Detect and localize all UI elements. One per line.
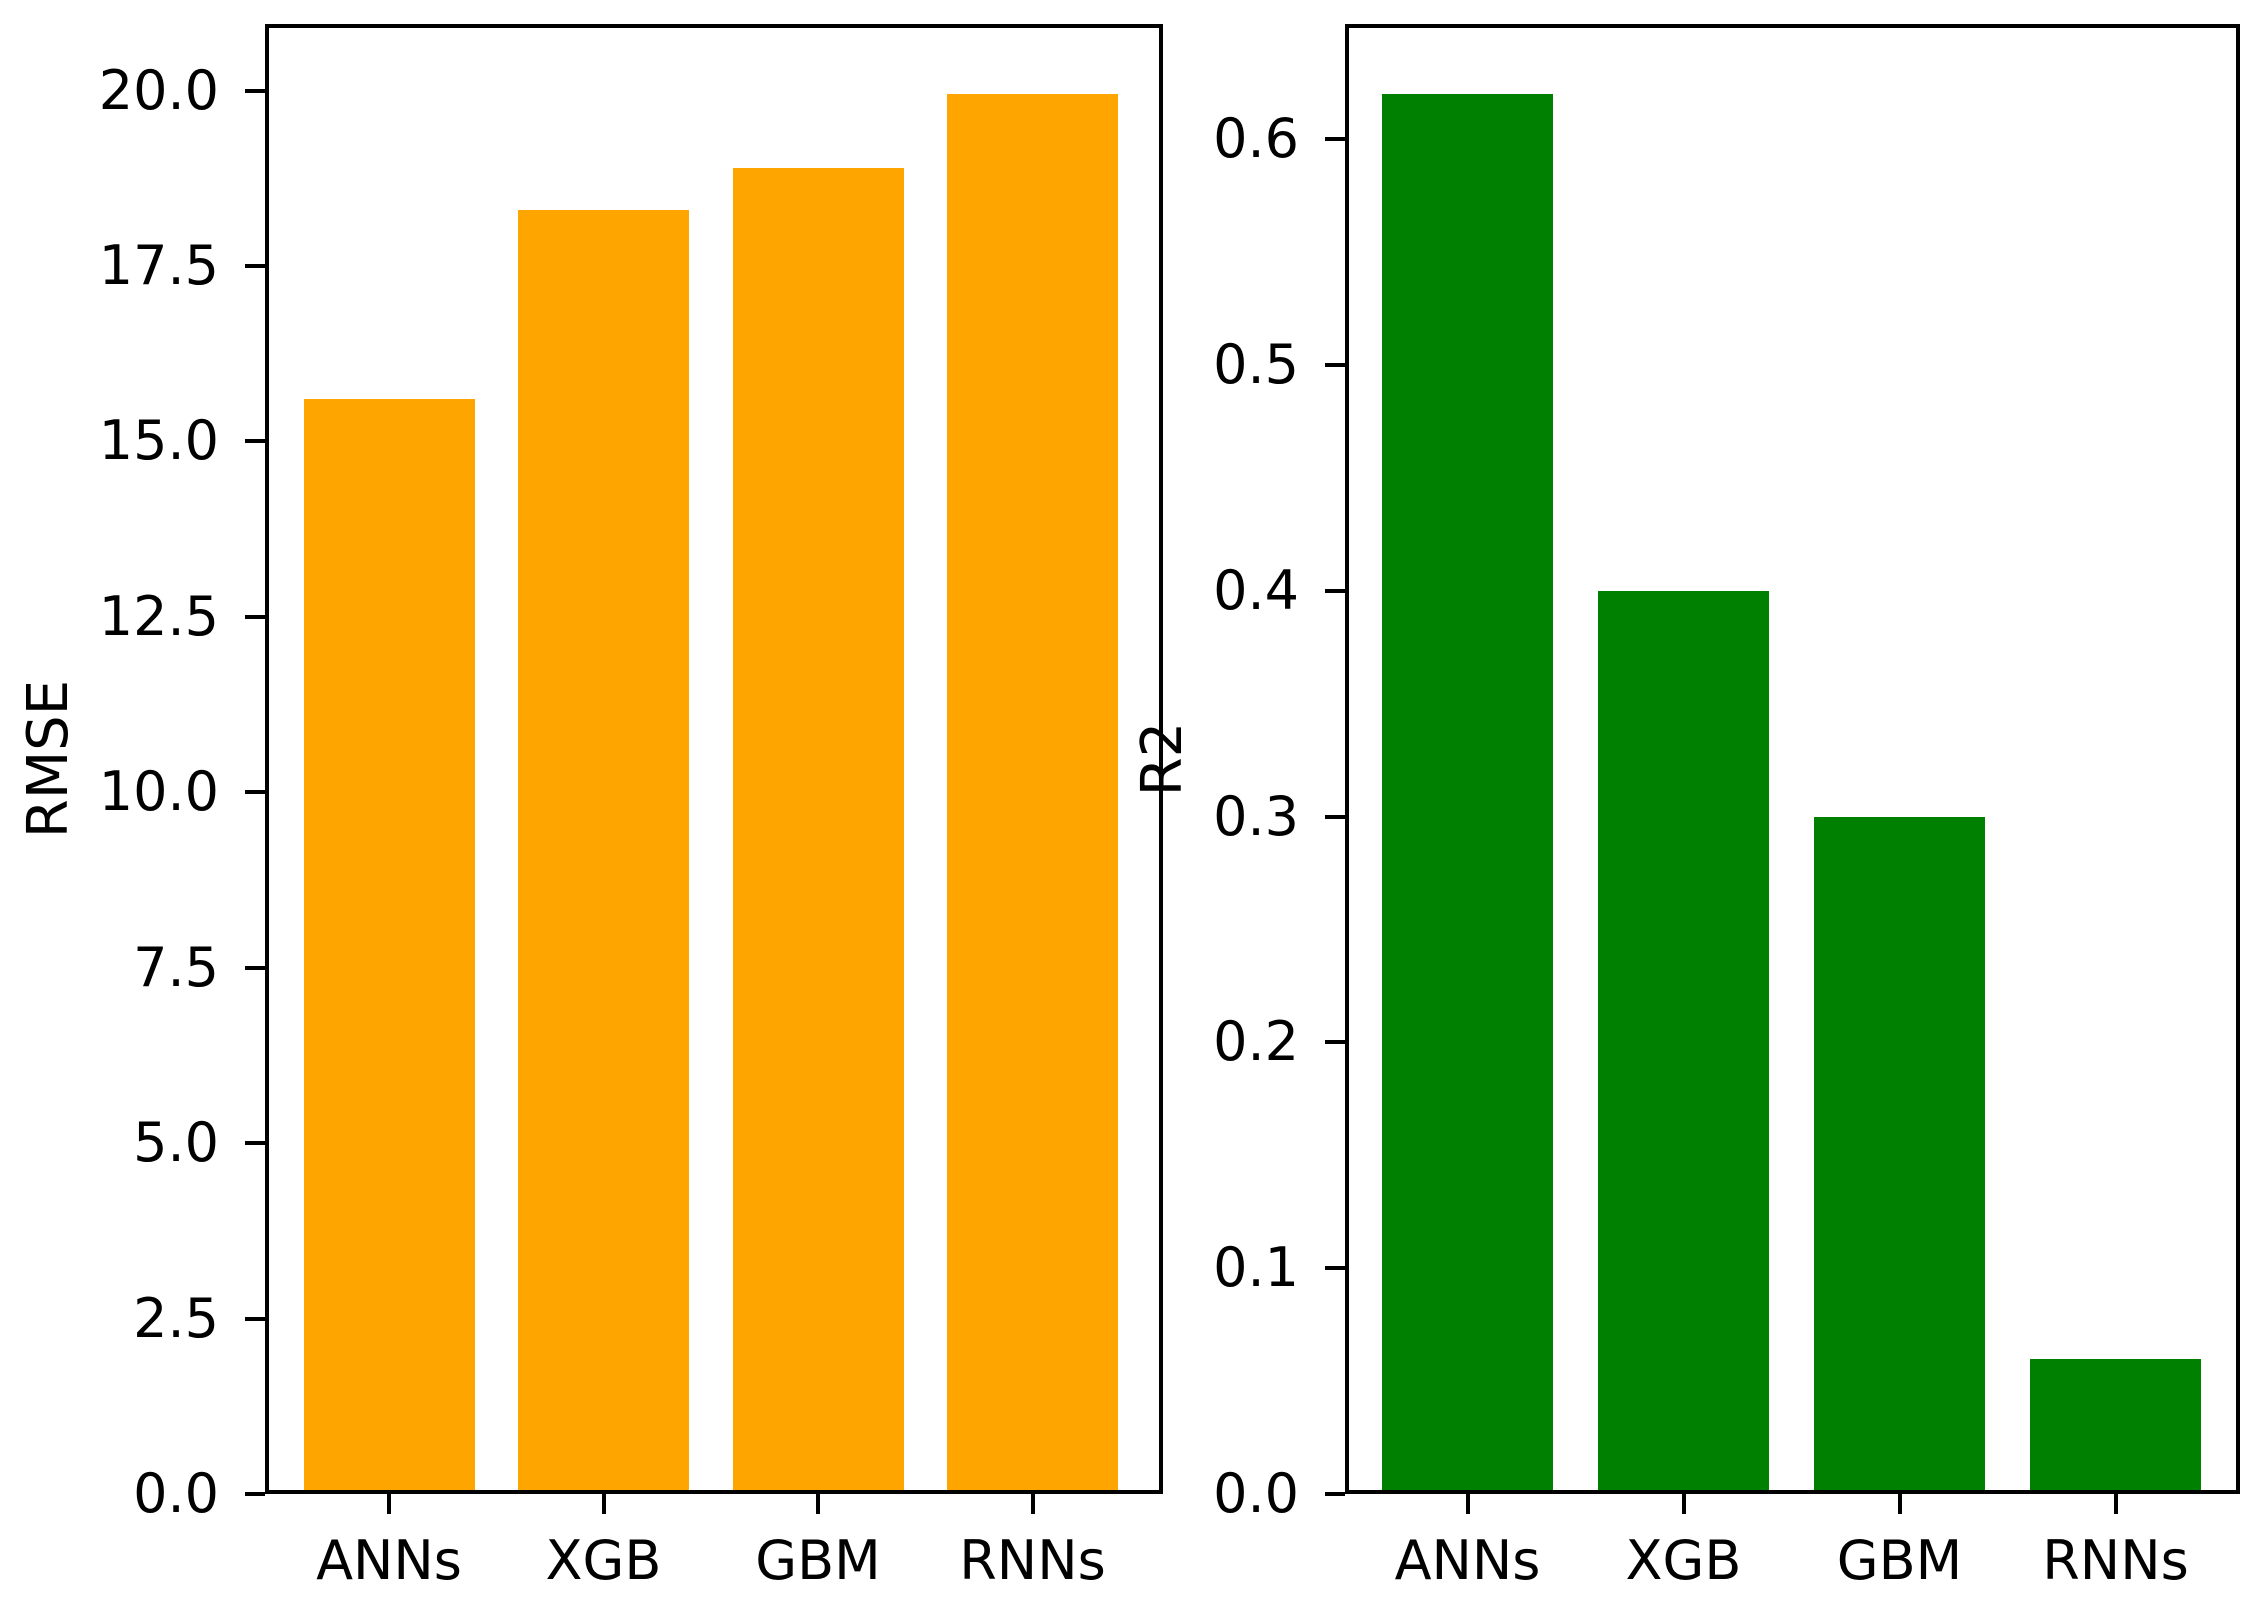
x-tick-mark [1465,1494,1470,1514]
x-tick-label: ANNs [1394,1529,1541,1592]
y-tick-label: 0.0 [133,1462,219,1525]
x-tick-mark [1030,1494,1035,1514]
y-axis-label: R2 [1130,721,1195,797]
r2-bar-chart: 0.0 0.1 0.2 0.3 0.4 0.5 0.6 ANNs XGB GBM RNNs R2 [1130,24,2240,1588]
bar-anns [1382,94,1553,1494]
y-tick-mark [245,1492,265,1496]
x-tick-label: XGB [545,1529,662,1592]
x-tick-mark [1897,1494,1902,1514]
bar-xgb [518,209,689,1494]
y-tick-mark [1325,1040,1345,1045]
y-tick-mark [245,439,265,444]
bar-xgb [1598,590,1769,1494]
x-tick-mark [2113,1494,2118,1514]
y-tick-label: 17.5 [98,234,219,298]
bar-rnns [2030,1358,2201,1494]
bar-gbm [732,167,904,1494]
y-tick-mark [245,88,265,93]
x-tick-label: XGB [1625,1529,1742,1592]
bar-gbm [1814,816,1985,1494]
x-tick-mark [601,1494,606,1514]
y-tick-label: 10.0 [98,760,219,824]
y-tick-label: 0.0 [1213,1462,1299,1525]
y-tick-label: 15.0 [98,409,219,473]
y-tick-label: 7.5 [133,935,219,999]
y-tick-label: 5.0 [133,1111,219,1175]
x-tick-label: GBM [755,1529,881,1592]
x-tick-label: ANNs [316,1529,462,1592]
y-tick-mark [245,264,265,269]
y-tick-mark [245,1141,265,1146]
y-tick-label: 0.6 [1213,107,1299,171]
rmse-bar-chart: 0.0 2.5 5.0 7.5 10.0 12.5 15.0 17.5 20.0 ANNs XGB G… [16,24,1163,1588]
y-tick-label: 0.5 [1213,332,1299,396]
y-tick-mark [1325,588,1345,593]
y-tick-label: 0.2 [1213,1010,1299,1074]
x-tick-label: GBM [1836,1529,1963,1592]
y-tick-mark [245,965,265,970]
y-tick-label: 20.0 [98,58,219,122]
y-tick-label: 0.4 [1213,558,1299,622]
x-tick-mark [816,1494,820,1514]
y-tick-mark [245,790,265,795]
bar-anns [303,399,475,1494]
y-tick-mark [245,1316,265,1321]
y-tick-label: 2.5 [133,1286,219,1350]
y-tick-mark [1325,1492,1345,1496]
y-tick-mark [1325,814,1345,819]
x-tick-label: RNNs [2042,1529,2189,1592]
x-tick-label: RNNs [959,1529,1106,1592]
y-tick-mark [1325,137,1345,142]
y-tick-mark [245,614,265,619]
x-tick-mark [387,1494,391,1514]
y-axis-label: RMSE [16,679,81,839]
y-tick-label: 0.3 [1213,784,1299,848]
y-tick-mark [1325,362,1345,367]
y-tick-label: 0.1 [1213,1236,1299,1300]
bar-rnns [947,94,1118,1494]
x-tick-mark [1681,1494,1686,1514]
y-tick-label: 12.5 [98,584,219,648]
y-tick-mark [1325,1266,1345,1271]
